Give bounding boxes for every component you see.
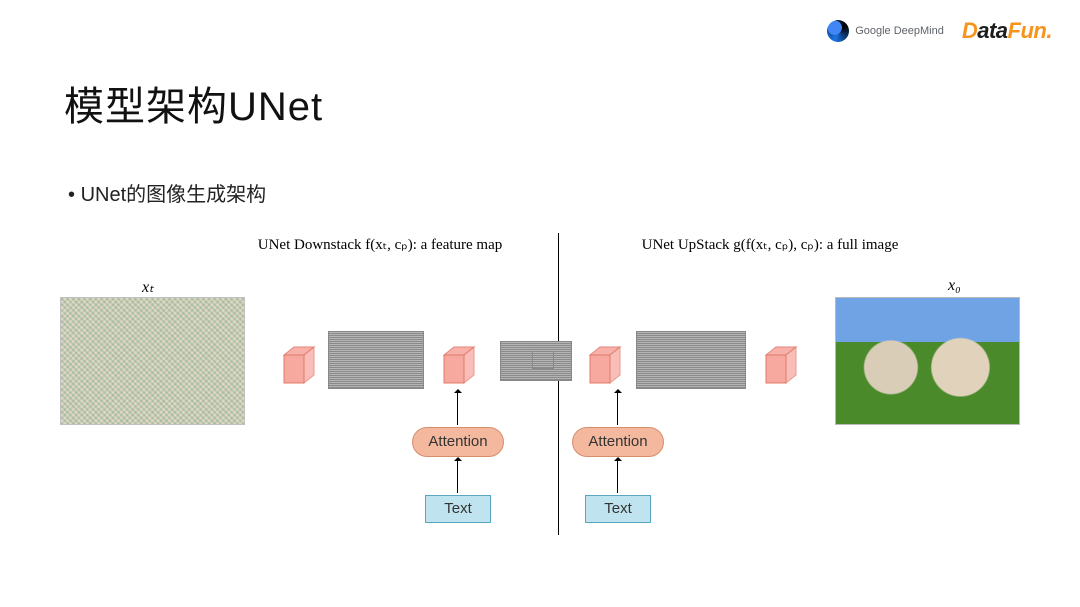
input-noisy-image — [60, 297, 245, 425]
feature-cube-3 — [760, 343, 790, 373]
unet-diagram: UNet Downstack f(xₜ, cₚ): a feature map … — [60, 235, 1020, 555]
noise-featuremap-3 — [532, 351, 554, 369]
downstack-header: UNet Downstack f(xₜ, cₚ): a feature map — [200, 235, 560, 254]
google-deepmind-logo: Google DeepMind — [827, 20, 944, 42]
feature-cube-1 — [438, 343, 468, 373]
datafun-d: D — [962, 18, 977, 43]
logo-bar: Google DeepMind DataFun. — [827, 18, 1052, 44]
feature-cube-2 — [584, 343, 614, 373]
bullet-line: UNet的图像生成架构 — [68, 178, 266, 207]
slide-title: 模型架构UNet — [64, 74, 323, 132]
flow-arrow-3 — [617, 459, 618, 493]
output-clean-image — [835, 297, 1020, 425]
flow-arrow-0 — [457, 391, 458, 425]
text-input-block-0: Text — [425, 495, 491, 523]
upstack-header: UNet UpStack g(f(xₜ, cₚ), cₚ): a full im… — [580, 235, 960, 254]
x0-label: x₀ — [948, 277, 961, 295]
datafun-logo: DataFun. — [962, 18, 1052, 44]
center-divider — [558, 233, 559, 535]
text-input-block-1: Text — [585, 495, 651, 523]
bullet-text: UNet的图像生成架构 — [81, 184, 267, 206]
feature-cube-0 — [278, 343, 308, 373]
datafun-ata: ata — [977, 18, 1007, 43]
datafun-fun: Fun — [1008, 18, 1047, 43]
xt-label: xₜ — [142, 277, 154, 297]
datafun-dot: . — [1046, 18, 1052, 43]
deepmind-swirl-icon — [827, 20, 849, 42]
flow-arrow-1 — [457, 459, 458, 493]
noise-featuremap-0 — [328, 331, 424, 389]
noise-featuremap-2 — [636, 331, 746, 389]
deepmind-text: Google DeepMind — [855, 25, 944, 37]
flow-arrow-2 — [617, 391, 618, 425]
